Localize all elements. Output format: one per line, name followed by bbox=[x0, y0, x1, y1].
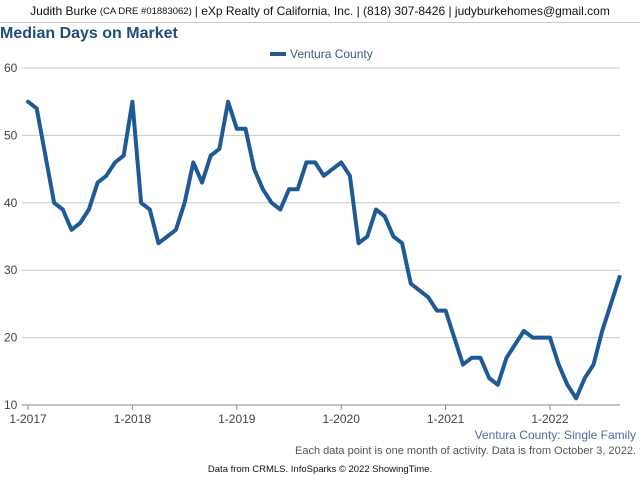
chart-title: Median Days on Market bbox=[0, 25, 178, 42]
x-tick-label: 1-2020 bbox=[323, 412, 361, 426]
region-label: Ventura County: Single Family bbox=[474, 428, 636, 442]
data-note: Each data point is one month of activity… bbox=[295, 445, 636, 457]
series-layer bbox=[26, 99, 622, 401]
x-tick-label: 1-2022 bbox=[531, 412, 569, 426]
y-tick-label: 20 bbox=[4, 331, 18, 345]
x-tick-label: 1-2021 bbox=[427, 412, 465, 426]
y-tick-label: 40 bbox=[4, 196, 18, 210]
x-tick-label: 1-2019 bbox=[218, 412, 256, 426]
y-tick-label: 60 bbox=[4, 61, 18, 75]
x-tick-label: 1-2017 bbox=[9, 412, 47, 426]
legend: Ventura County bbox=[270, 47, 373, 61]
grid-lines bbox=[22, 67, 620, 406]
agent-name: Judith Burke bbox=[30, 4, 97, 18]
legend-label: Ventura County bbox=[290, 47, 373, 61]
axes: 10 20 30 40 50 60 1-2017 1-2018 1-2019 1-2020 1-20… bbox=[4, 61, 569, 426]
agent-license: (CA DRE #01883062) bbox=[99, 5, 192, 17]
agent-details: | eXp Realty of California, Inc. | (818)… bbox=[194, 4, 610, 18]
y-tick-label: 10 bbox=[4, 398, 18, 412]
agent-header: Judith Burke (CA DRE #01883062) | eXp Re… bbox=[0, 0, 640, 23]
source-credit: Data from CRMLS. InfoSparks © 2022 Showi… bbox=[207, 464, 433, 475]
x-tick-label: 1-2018 bbox=[114, 412, 152, 426]
y-tick-label: 30 bbox=[4, 263, 18, 277]
series-line bbox=[26, 99, 622, 401]
y-tick-label: 50 bbox=[4, 128, 18, 142]
